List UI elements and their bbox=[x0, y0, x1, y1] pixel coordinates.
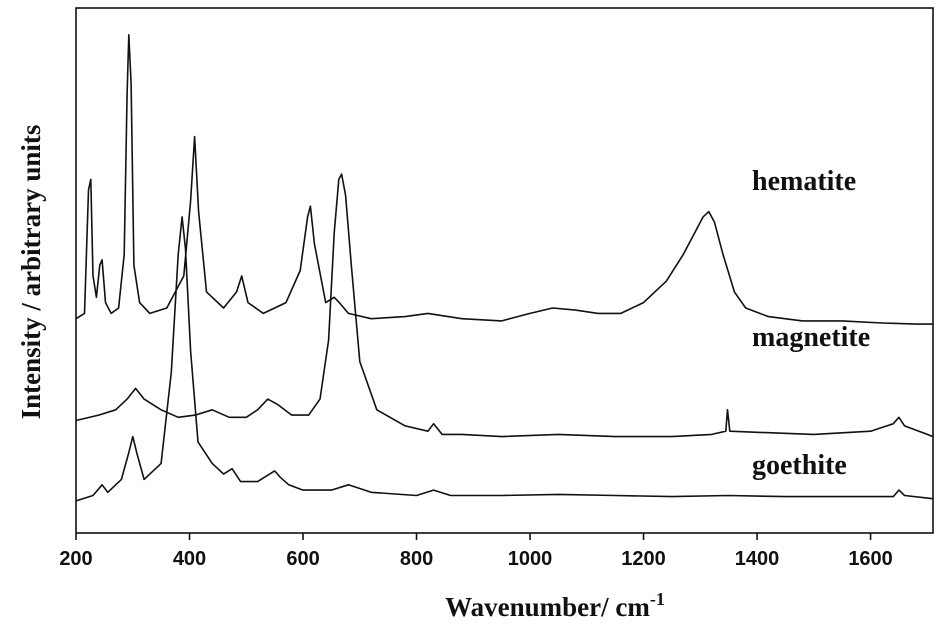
x-tick-label-800: 800 bbox=[400, 548, 433, 570]
x-tick-label-400: 400 bbox=[173, 548, 206, 570]
x-tick-label-1200: 1200 bbox=[621, 548, 666, 570]
x-axis-title: Wavenumber/ cm-1 bbox=[445, 589, 665, 622]
series-label-goethite: goethite bbox=[752, 450, 847, 481]
x-axis-title-superscript: -1 bbox=[650, 589, 665, 609]
x-tick-label-200: 200 bbox=[59, 548, 92, 570]
spectrum-line-hematite bbox=[75, 34, 933, 325]
x-axis-title-text: Wavenumber/ cm bbox=[445, 592, 650, 622]
x-tick-label-1400: 1400 bbox=[735, 548, 780, 570]
x-axis-ticks: 200 400 600 800 1000 1200 1400 1600 bbox=[59, 533, 893, 570]
spectra-traces bbox=[75, 34, 934, 502]
plot-frame bbox=[75, 7, 934, 534]
series-label-magnetite: magnetite bbox=[752, 322, 870, 353]
series-label-hematite: hematite bbox=[752, 166, 856, 197]
spectrum-line-goethite bbox=[75, 216, 934, 502]
x-tick-label-1000: 1000 bbox=[508, 548, 553, 570]
x-tick-label-600: 600 bbox=[286, 548, 319, 570]
y-axis-title: Intensity / arbitrary units bbox=[16, 125, 46, 420]
spectrum-line-magnetite bbox=[75, 173, 934, 438]
x-tick-label-1600: 1600 bbox=[848, 548, 893, 570]
